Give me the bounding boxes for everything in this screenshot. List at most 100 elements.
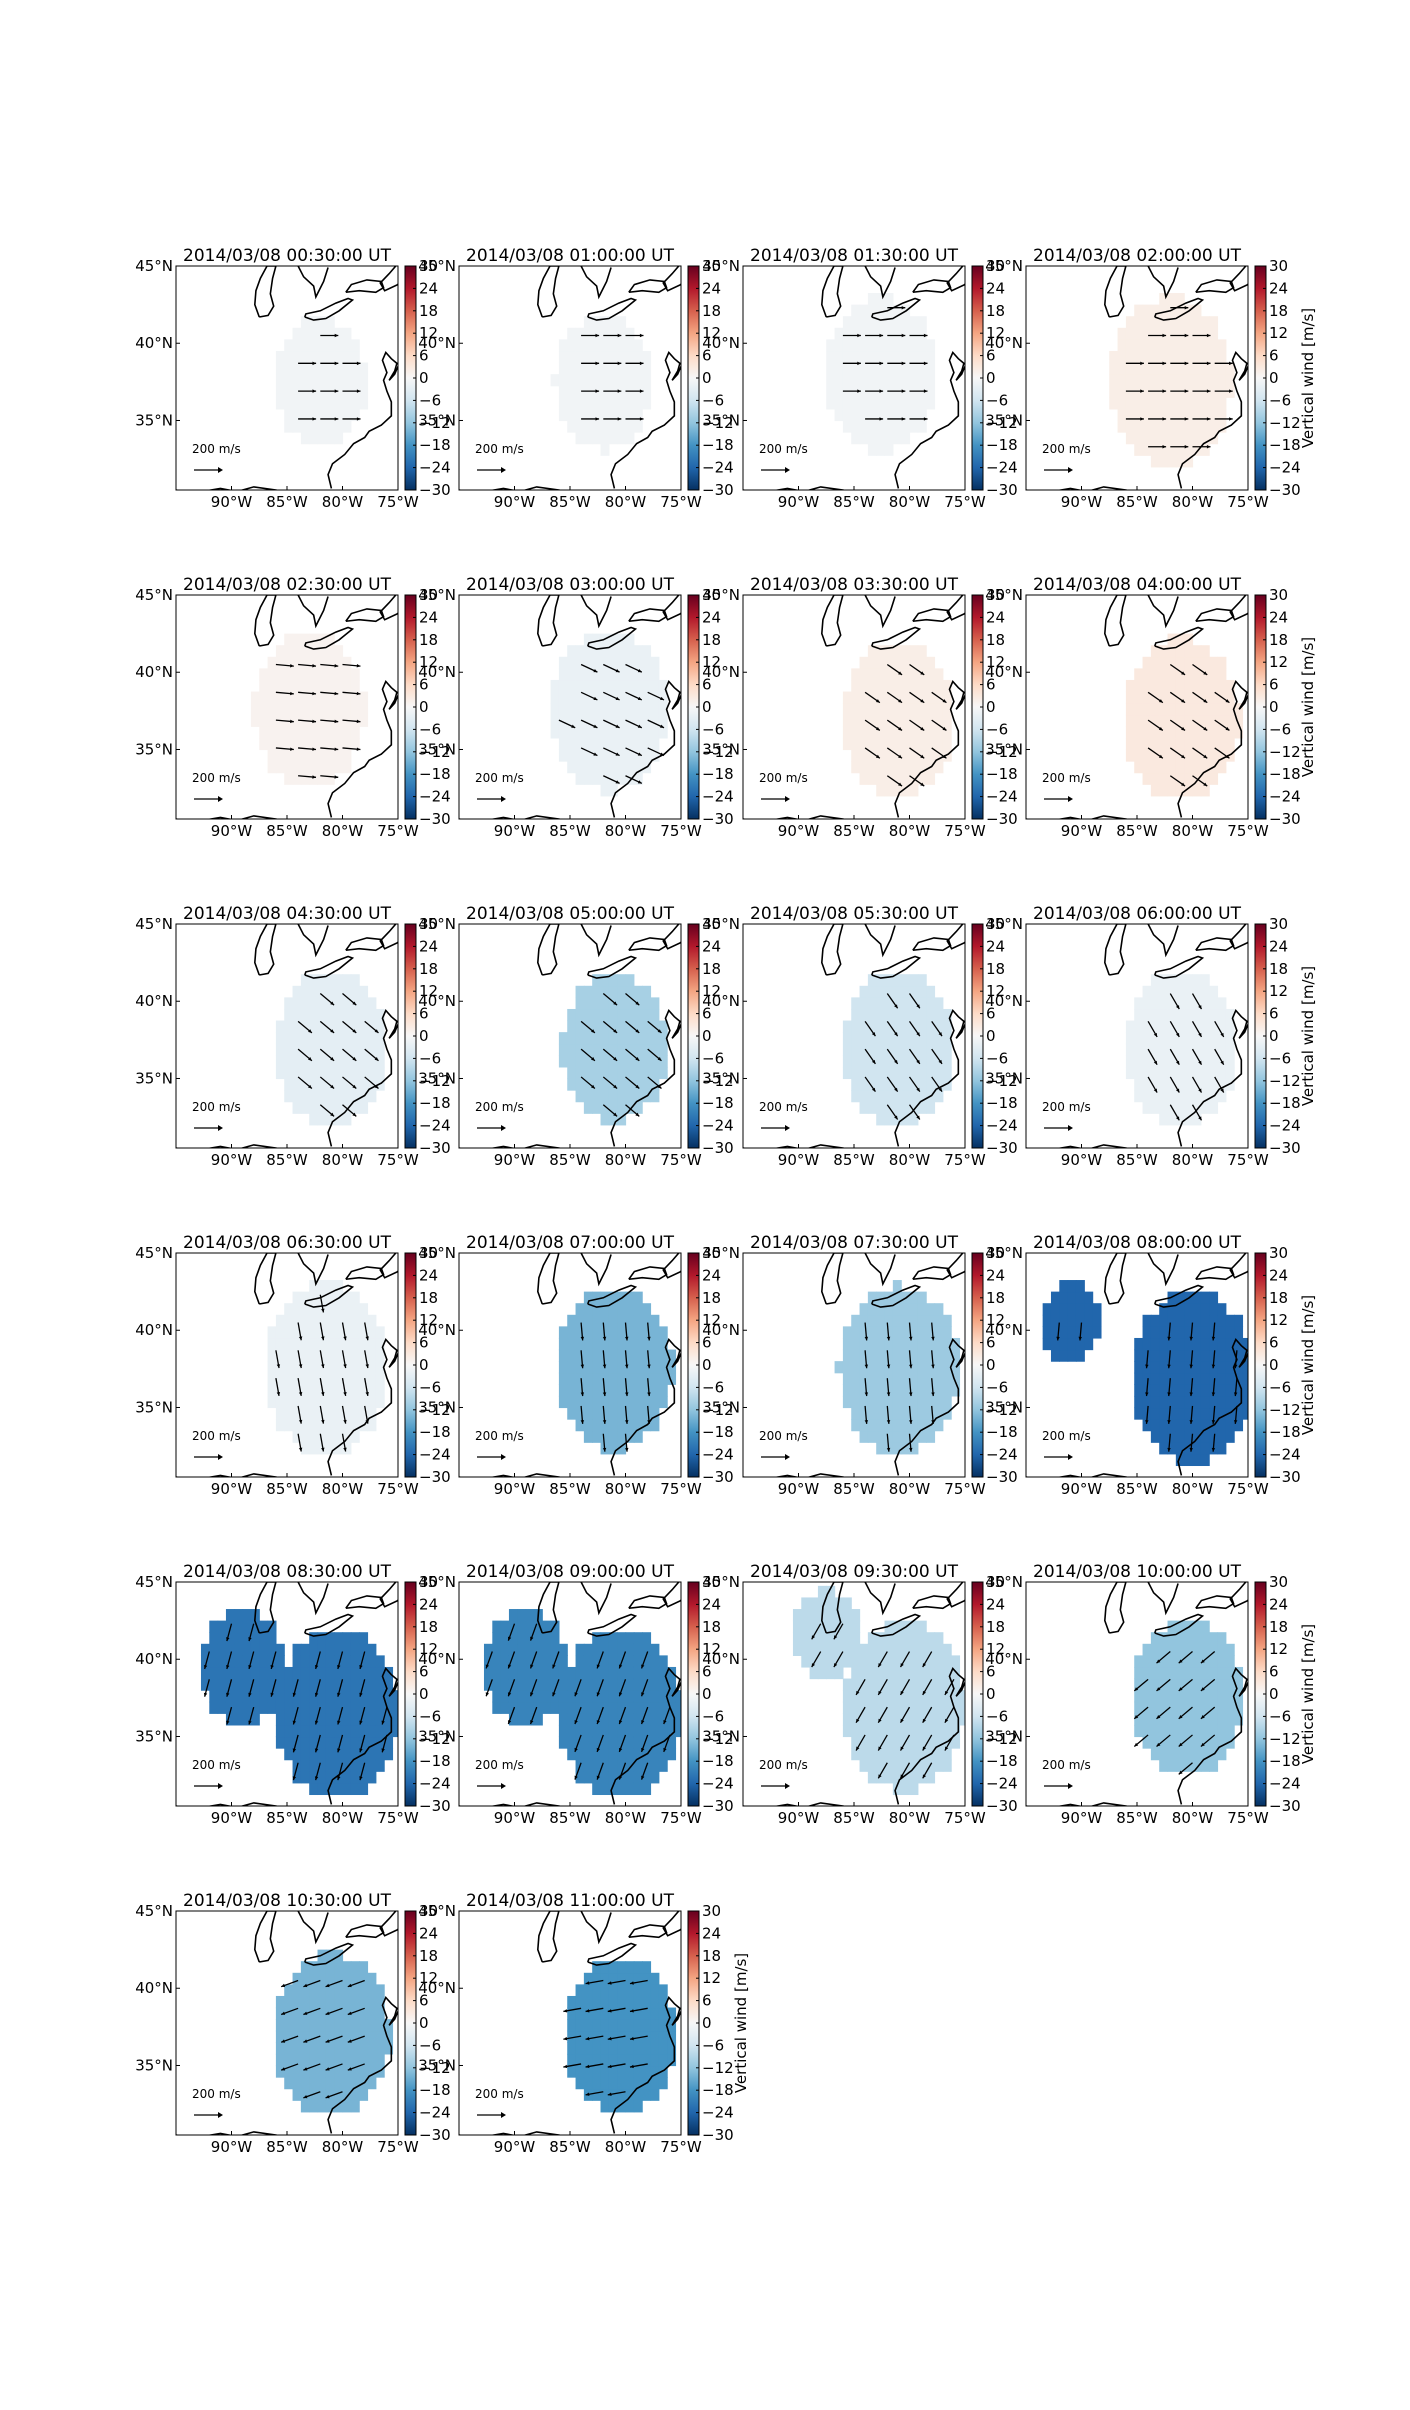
wind-vector-head (886, 1336, 891, 1341)
data-cell (926, 339, 936, 352)
data-cell (359, 1643, 369, 1656)
data-cell (1234, 726, 1244, 739)
data-cell (884, 385, 894, 398)
data-cell (608, 633, 618, 646)
data-cell (1217, 668, 1227, 681)
data-cell (884, 1632, 894, 1645)
data-cell (1167, 1066, 1177, 1080)
data-cell (909, 1291, 919, 1304)
data-cell (600, 1078, 610, 1091)
data-cell (1142, 985, 1152, 998)
data-cell (1059, 1337, 1069, 1351)
data-cell (876, 1430, 886, 1443)
colorbar-tick-label: 24 (986, 279, 1005, 297)
data-cell (1200, 974, 1210, 987)
data-cell (1225, 1407, 1235, 1420)
data-layer (459, 595, 681, 819)
data-cell (867, 1090, 877, 1103)
data-cell (317, 339, 327, 352)
data-cell (342, 1020, 352, 1033)
data-cell (1192, 1620, 1202, 1633)
wind-vector-head (857, 361, 861, 366)
data-cell (234, 1609, 244, 1622)
data-cell (658, 1701, 668, 1714)
data-cell (275, 737, 285, 751)
colorbar-tick-label: −12 (986, 414, 1018, 432)
data-cell (367, 1759, 377, 1772)
data-cell (917, 1090, 927, 1103)
data-cell (608, 1678, 618, 1691)
data-cell (1159, 1303, 1169, 1316)
data-cell (884, 327, 894, 340)
data-cell (667, 1713, 677, 1726)
data-cell (658, 1690, 668, 1703)
data-cell (284, 350, 294, 364)
data-cell (633, 985, 643, 998)
data-cell (325, 997, 335, 1010)
data-cell (625, 656, 635, 669)
data-cell (1167, 362, 1177, 375)
data-cell (600, 362, 610, 375)
data-cell (583, 397, 593, 410)
data-cell (917, 1384, 927, 1397)
colorbar-tick-label: −30 (419, 481, 451, 499)
wind-vector-head (615, 696, 620, 700)
data-cell (508, 1655, 518, 1668)
data-cell (1142, 362, 1152, 375)
data-cell (1134, 408, 1144, 422)
data-cell (917, 1678, 927, 1691)
data-cell (550, 1690, 560, 1703)
data-cell (650, 691, 660, 704)
data-cell (567, 1678, 577, 1691)
wind-vector-head (637, 752, 642, 756)
data-cell (300, 1337, 310, 1351)
data-cell (617, 1043, 627, 1056)
data-cell (325, 1349, 335, 1362)
data-cell (1217, 1678, 1227, 1691)
data-cell (317, 1771, 327, 1784)
data-cell (1209, 737, 1219, 751)
data-cell (1200, 1314, 1210, 1327)
data-cell (1175, 1349, 1185, 1362)
x-tick-label: 75°W (1227, 1480, 1269, 1498)
colorbar-tick-label: −18 (419, 1752, 451, 1770)
data-cell (1159, 443, 1169, 456)
data-cell (292, 397, 302, 410)
data-layer (176, 1253, 398, 1477)
data-cell (650, 997, 660, 1010)
data-cell (842, 1701, 852, 1714)
data-cell (1217, 1643, 1227, 1656)
wind-vector-head (617, 389, 622, 393)
wind-vector-head (530, 1664, 534, 1669)
lake-michigan-outline (1103, 266, 1127, 318)
data-cell (642, 726, 652, 739)
data-cell (1209, 420, 1219, 433)
data-cell (642, 350, 652, 364)
wind-vector-head (292, 1720, 297, 1725)
wind-vector-head (660, 696, 665, 700)
wind-vector-head (615, 752, 620, 756)
data-cell (600, 1008, 610, 1022)
data-cell (592, 974, 602, 987)
data-cell (309, 1666, 319, 1680)
colorbar-tick-label: −6 (1269, 720, 1291, 738)
x-tick-label: 90°W (494, 493, 536, 511)
data-cell (901, 691, 911, 704)
data-cell (1067, 1314, 1077, 1327)
wind-vector-head (615, 669, 620, 673)
colorbar-tick-label: 6 (419, 1334, 429, 1352)
coastline (610, 1338, 681, 1476)
data-cell (317, 772, 327, 785)
wind-vector-head (359, 1720, 363, 1725)
wind-vector-head (530, 1720, 534, 1725)
data-cell (325, 1090, 335, 1103)
x-tick-label: 75°W (944, 822, 986, 840)
data-cell (292, 1384, 302, 1397)
data-cell (284, 633, 294, 646)
data-cell (892, 385, 902, 398)
data-cell (334, 1419, 344, 1432)
data-cell (292, 362, 302, 375)
data-cell (667, 1678, 677, 1691)
data-cell (575, 691, 585, 704)
data-cell (658, 1655, 668, 1668)
